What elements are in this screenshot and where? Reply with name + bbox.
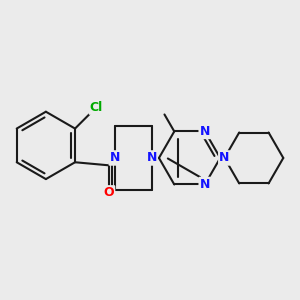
Text: O: O: [103, 186, 114, 200]
Text: Cl: Cl: [90, 100, 103, 114]
Text: N: N: [200, 125, 210, 138]
Text: N: N: [200, 178, 210, 191]
Text: N: N: [146, 152, 157, 164]
Text: N: N: [110, 152, 120, 164]
Text: N: N: [219, 152, 230, 164]
